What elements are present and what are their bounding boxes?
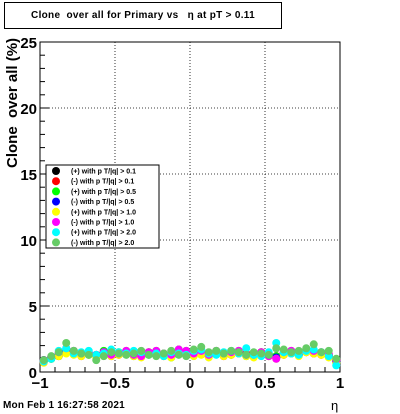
data-point [309,340,318,349]
data-point [332,354,341,363]
data-point [264,350,273,359]
legend-label: (+) with p T/|q| > 0.5 [71,189,136,196]
data-point [99,352,108,361]
legend-marker [52,218,60,226]
data-point [159,349,168,358]
data-point [197,342,206,351]
data-point [69,346,78,355]
data-point [167,346,176,355]
x-axis-label: η [331,398,339,413]
series-8 [39,338,341,365]
data-point [39,356,48,365]
legend-label: (-) with p T/|q| > 2.0 [71,240,134,247]
legend-label: (-) with p T/|q| > 0.1 [71,179,134,186]
data-point [144,350,153,359]
legend-label: (+) with p T/|q| > 0.1 [71,169,136,176]
data-point [219,349,228,358]
data-point [47,352,56,361]
data-point [92,356,101,365]
grid [40,42,340,372]
data-point [62,338,71,347]
chart-title: Clone over all for Primary vs η at pT > … [4,2,282,29]
x-tick-label: 1 [336,375,344,392]
data-point [272,344,281,353]
data-point [242,344,251,353]
y-tick-label: 25 [20,35,37,52]
data-point [114,349,123,358]
legend-label: (+) with p T/|q| > 1.0 [71,209,136,216]
y-tick-label: 10 [20,233,37,250]
data-point [129,349,138,358]
legend-label: (-) with p T/|q| > 0.5 [71,199,134,206]
y-tick-label: 0 [29,365,37,382]
data-point [107,348,116,357]
x-tick-label: 0.5 [255,375,276,392]
data-point [279,345,288,354]
data-point [249,348,258,357]
data-point [189,345,198,354]
data-point [227,346,236,355]
legend-marker [52,238,60,247]
legend-label: (+) with p T/|q| > 2.0 [71,230,136,237]
data-point [84,350,93,359]
data-point [152,352,161,361]
data-point [324,346,333,355]
y-tick-label: 20 [20,101,37,118]
data-point [137,346,146,355]
data-point [212,346,221,355]
data-point [182,352,191,361]
data-points [39,338,341,370]
x-tick-label: −0.5 [100,375,130,392]
data-point [294,346,303,355]
data-point [287,348,296,357]
legend-marker [52,177,60,186]
data-point [317,348,326,357]
legend-marker [52,187,60,196]
data-point [122,350,131,359]
data-point [234,348,243,357]
data-point [272,354,281,363]
data-point [204,348,213,357]
data-point [302,344,311,353]
data-point [54,348,63,357]
legend-label: (-) with p T/|q| > 1.0 [71,220,134,227]
legend-box [45,164,160,249]
x-tick-label: 0 [186,375,194,392]
legend: (+) with p T/|q| > 0.1 (-) with p T/|q| >… [45,164,160,249]
x-tick-label: −1 [31,375,48,392]
timestamp: Mon Feb 1 16:27:58 2021 [3,400,125,411]
data-point [174,350,183,359]
data-point [257,349,266,358]
legend-marker [52,228,60,237]
data-point [77,349,86,358]
legend-marker [52,167,60,175]
y-tick-label: 5 [29,299,37,316]
y-tick-label: 15 [20,167,37,184]
data-point [242,350,251,359]
legend-marker [52,207,60,216]
data-point [332,361,341,370]
legend-marker [52,197,60,206]
